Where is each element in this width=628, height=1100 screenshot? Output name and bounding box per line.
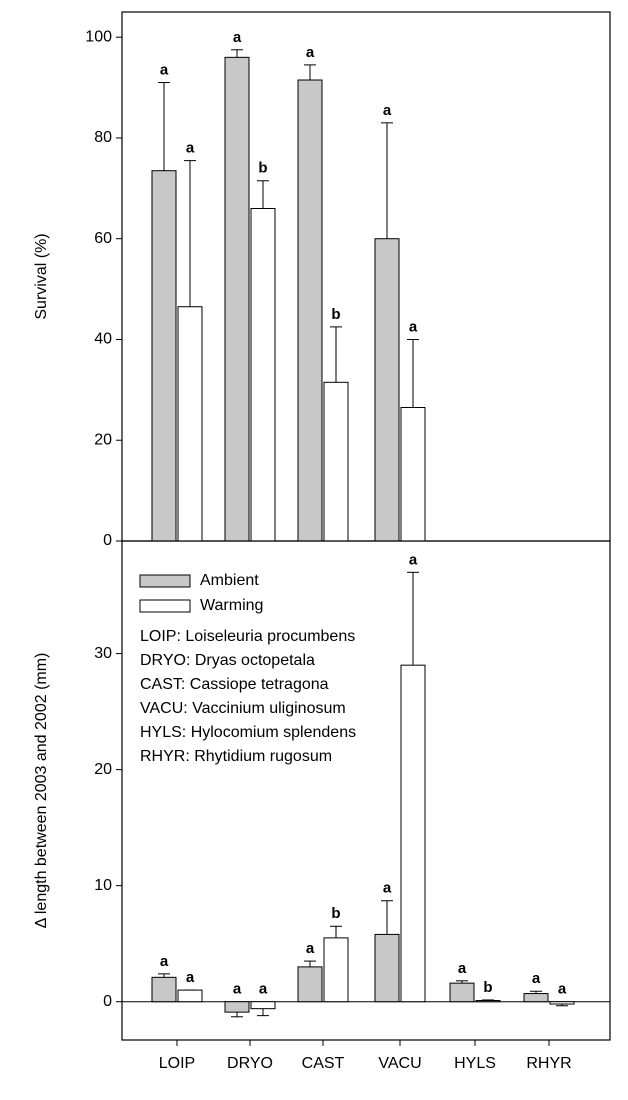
bar — [151, 170, 177, 542]
x-tick-label: CAST — [302, 1055, 345, 1072]
bar — [400, 406, 426, 542]
y-tick-label: 0 — [103, 993, 112, 1010]
x-tick-label: RHYR — [526, 1055, 571, 1072]
bar — [374, 238, 400, 542]
significance-letter: a — [233, 981, 242, 998]
y-tick-label: 20 — [94, 761, 112, 778]
bar — [224, 1001, 250, 1013]
legend-label: Warming — [200, 597, 263, 614]
x-tick-label: HYLS — [454, 1055, 496, 1072]
species-note: LOIP: Loiseleuria procumbens — [140, 628, 355, 645]
significance-letter: a — [409, 551, 418, 568]
significance-letter: b — [331, 905, 340, 922]
significance-letter: a — [532, 970, 541, 987]
plot-frame — [121, 540, 611, 1041]
significance-letter: b — [483, 979, 492, 996]
significance-letter: a — [458, 960, 467, 977]
y-axis-label: Survival (%) — [33, 233, 50, 319]
y-tick-label: 100 — [85, 28, 112, 45]
bar — [549, 1001, 575, 1005]
significance-letter: a — [233, 29, 242, 46]
bar — [297, 966, 323, 1003]
bar — [151, 976, 177, 1003]
significance-letter: b — [258, 160, 267, 177]
y-tick-label: 60 — [94, 230, 112, 247]
x-tick-label: DRYO — [227, 1055, 273, 1072]
significance-letter: a — [383, 102, 392, 119]
significance-letter: a — [306, 940, 315, 957]
bar — [297, 79, 323, 542]
significance-letter: a — [160, 953, 169, 970]
significance-letter: a — [383, 880, 392, 897]
bar — [523, 993, 549, 1003]
y-axis-label: Δ length between 2003 and 2002 (mm) — [33, 653, 50, 929]
bar — [323, 937, 349, 1003]
significance-letter: a — [186, 140, 195, 157]
species-note: DRYO: Dryas octopetala — [140, 652, 315, 669]
significance-letter: a — [558, 981, 567, 998]
y-tick-label: 0 — [103, 532, 112, 549]
significance-letter: a — [160, 62, 169, 79]
y-tick-label: 80 — [94, 129, 112, 146]
bar — [250, 1001, 276, 1010]
significance-letter: b — [331, 306, 340, 323]
bar — [224, 56, 250, 542]
species-note: VACU: Vaccinium uliginosum — [140, 700, 346, 717]
bar — [177, 989, 203, 1003]
bar — [323, 381, 349, 542]
significance-letter: a — [306, 44, 315, 61]
species-note: RHYR: Rhytidium rugosum — [140, 748, 332, 765]
x-tick-label: VACU — [378, 1055, 421, 1072]
legend-label: Ambient — [200, 572, 259, 589]
y-tick-label: 30 — [94, 645, 112, 662]
y-tick-label: 10 — [94, 877, 112, 894]
y-tick-label: 20 — [94, 431, 112, 448]
species-note: HYLS: Hylocomium splendens — [140, 724, 356, 741]
species-note: CAST: Cassiope tetragona — [140, 676, 329, 693]
bar — [177, 306, 203, 542]
bar — [449, 982, 475, 1003]
bar — [374, 933, 400, 1003]
bar — [475, 1000, 501, 1003]
x-tick-label: LOIP — [159, 1055, 195, 1072]
bar — [400, 664, 426, 1003]
legend-swatch — [139, 574, 191, 588]
y-tick-label: 40 — [94, 331, 112, 348]
significance-letter: a — [186, 969, 195, 986]
significance-letter: a — [409, 318, 418, 335]
bar — [250, 207, 276, 542]
legend-swatch — [139, 599, 191, 613]
significance-letter: a — [259, 981, 268, 998]
